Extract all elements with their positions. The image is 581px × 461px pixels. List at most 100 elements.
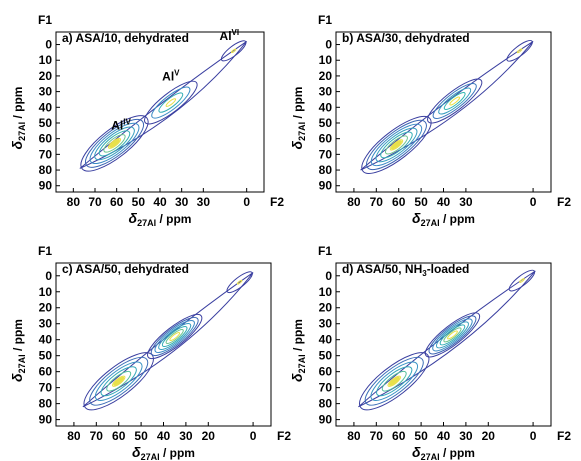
x-tick-label: 30 bbox=[459, 429, 473, 443]
x-tick-label: 40 bbox=[437, 429, 451, 443]
y-tick-label: 20 bbox=[319, 301, 333, 315]
x-tick-label: 50 bbox=[414, 429, 428, 443]
panel-title: b) ASA/30, dehydrated bbox=[342, 31, 470, 45]
ridge-contour bbox=[79, 40, 248, 169]
contour-IV-2 bbox=[89, 122, 140, 164]
y-tick-label: 60 bbox=[319, 132, 333, 146]
y-tick-label: 30 bbox=[39, 317, 53, 331]
y-tick-label: 50 bbox=[319, 116, 333, 130]
f2-label: F2 bbox=[277, 429, 291, 443]
x-tick-label: 40 bbox=[153, 195, 167, 209]
peak-core bbox=[391, 140, 402, 150]
contour-IV-2 bbox=[94, 361, 143, 401]
x-axis-label: δ27Al / ppm bbox=[129, 210, 192, 228]
site-annotation: AlVI bbox=[220, 28, 240, 43]
x-axis-label: δ27Al / ppm bbox=[412, 210, 475, 228]
x-tick-label: 20 bbox=[482, 429, 496, 443]
y-tick-label: 40 bbox=[319, 333, 333, 347]
x-tick-label: 30 bbox=[459, 195, 473, 209]
y-tick-label: 60 bbox=[39, 132, 53, 146]
contour-IV-0 bbox=[359, 352, 430, 411]
x-tick-label: 20 bbox=[202, 429, 216, 443]
contour-V-3 bbox=[443, 92, 466, 110]
f2-label: F2 bbox=[557, 195, 571, 209]
x-tick-label: 50 bbox=[132, 195, 146, 209]
peak-core bbox=[109, 139, 120, 148]
y-tick-label: 70 bbox=[39, 147, 53, 161]
panel-title: c) ASA/50, dehydrated bbox=[62, 262, 189, 276]
contour-VI-1 bbox=[519, 278, 525, 283]
contour-V-0 bbox=[427, 78, 483, 124]
contour-VI-0 bbox=[506, 39, 533, 62]
y-axis-label: δ27Al / ppm bbox=[9, 87, 27, 150]
contour-V-6 bbox=[447, 330, 458, 340]
contour-V-2 bbox=[438, 87, 472, 115]
y-tick-label: 50 bbox=[39, 116, 53, 130]
y-tick-label: 30 bbox=[319, 85, 333, 99]
y-tick-label: 60 bbox=[39, 365, 53, 379]
x-tick-label: 50 bbox=[414, 195, 428, 209]
contour-IV-3 bbox=[375, 127, 418, 163]
contours bbox=[79, 40, 248, 172]
contour-V-4 bbox=[449, 96, 461, 106]
x-tick-label: 60 bbox=[392, 195, 406, 209]
y-tick-label: 60 bbox=[319, 365, 333, 379]
contour-IV-4 bbox=[98, 130, 131, 157]
contour-V-0 bbox=[144, 80, 198, 125]
x-tick-label: 30 bbox=[197, 195, 211, 209]
contours bbox=[360, 39, 534, 174]
f1-label: F1 bbox=[38, 13, 52, 27]
contour-VI-0 bbox=[226, 271, 253, 294]
contour-IV-5 bbox=[111, 375, 126, 387]
y-tick-label: 10 bbox=[319, 53, 333, 67]
site-annotation: AlIV bbox=[111, 117, 131, 132]
y-tick-label: 90 bbox=[39, 179, 53, 193]
contour-IV-4 bbox=[380, 131, 413, 159]
f1-label: F1 bbox=[318, 244, 332, 258]
panel-title: a) ASA/10, dehydrated bbox=[62, 31, 189, 45]
contour-VI-1 bbox=[236, 279, 243, 285]
panel-title: d) ASA/50, NH3-loaded bbox=[342, 262, 469, 278]
x-tick-label: 30 bbox=[179, 429, 193, 443]
contour-IV-1 bbox=[366, 119, 427, 171]
contour-IV-1 bbox=[89, 356, 149, 406]
panel-4: 0 10 20 30 40 50 60 70 80 90 80 70 60 50 40 30 20 0 F2 F1 δ2… bbox=[289, 244, 571, 461]
contour-IV-0 bbox=[361, 115, 432, 174]
y-tick-label: 40 bbox=[39, 333, 53, 347]
contour-IV-5 bbox=[387, 375, 401, 387]
y-tick-label: 20 bbox=[39, 301, 53, 315]
contour-IV-4 bbox=[381, 370, 407, 392]
x-tick-label: 0 bbox=[243, 195, 250, 209]
peak-core bbox=[388, 376, 400, 386]
contour-V-0 bbox=[424, 312, 481, 358]
x-tick-label: 80 bbox=[67, 429, 81, 443]
contour-IV-4 bbox=[106, 370, 132, 392]
y-tick-label: 30 bbox=[39, 85, 53, 99]
x-tick-label: 70 bbox=[90, 429, 104, 443]
x-tick-label: 30 bbox=[175, 195, 189, 209]
y-axis-label: δ27Al / ppm bbox=[289, 87, 307, 150]
site-annotation: AlV bbox=[162, 69, 180, 84]
x-axis-label: δ27Al / ppm bbox=[412, 444, 475, 461]
contour-IV-6 bbox=[107, 137, 122, 149]
x-tick-label: 60 bbox=[110, 195, 124, 209]
y-tick-label: 40 bbox=[39, 100, 53, 114]
x-tick-label: 0 bbox=[250, 429, 257, 443]
contour-IV-5 bbox=[384, 135, 408, 155]
x-tick-label: 80 bbox=[347, 429, 361, 443]
y-tick-label: 80 bbox=[319, 163, 333, 177]
contour-V-1 bbox=[428, 315, 477, 355]
y-tick-label: 20 bbox=[39, 69, 53, 83]
y-tick-label: 90 bbox=[39, 413, 53, 427]
contour-V-2 bbox=[158, 92, 184, 113]
contour-IV-3 bbox=[94, 126, 135, 161]
x-tick-label: 80 bbox=[347, 195, 361, 209]
y-tick-label: 90 bbox=[319, 413, 333, 427]
y-tick-label: 70 bbox=[319, 147, 333, 161]
contour-IV-6 bbox=[389, 139, 404, 151]
x-tick-label: 70 bbox=[370, 195, 384, 209]
x-tick-label: 50 bbox=[134, 429, 148, 443]
y-tick-label: 0 bbox=[325, 38, 332, 52]
